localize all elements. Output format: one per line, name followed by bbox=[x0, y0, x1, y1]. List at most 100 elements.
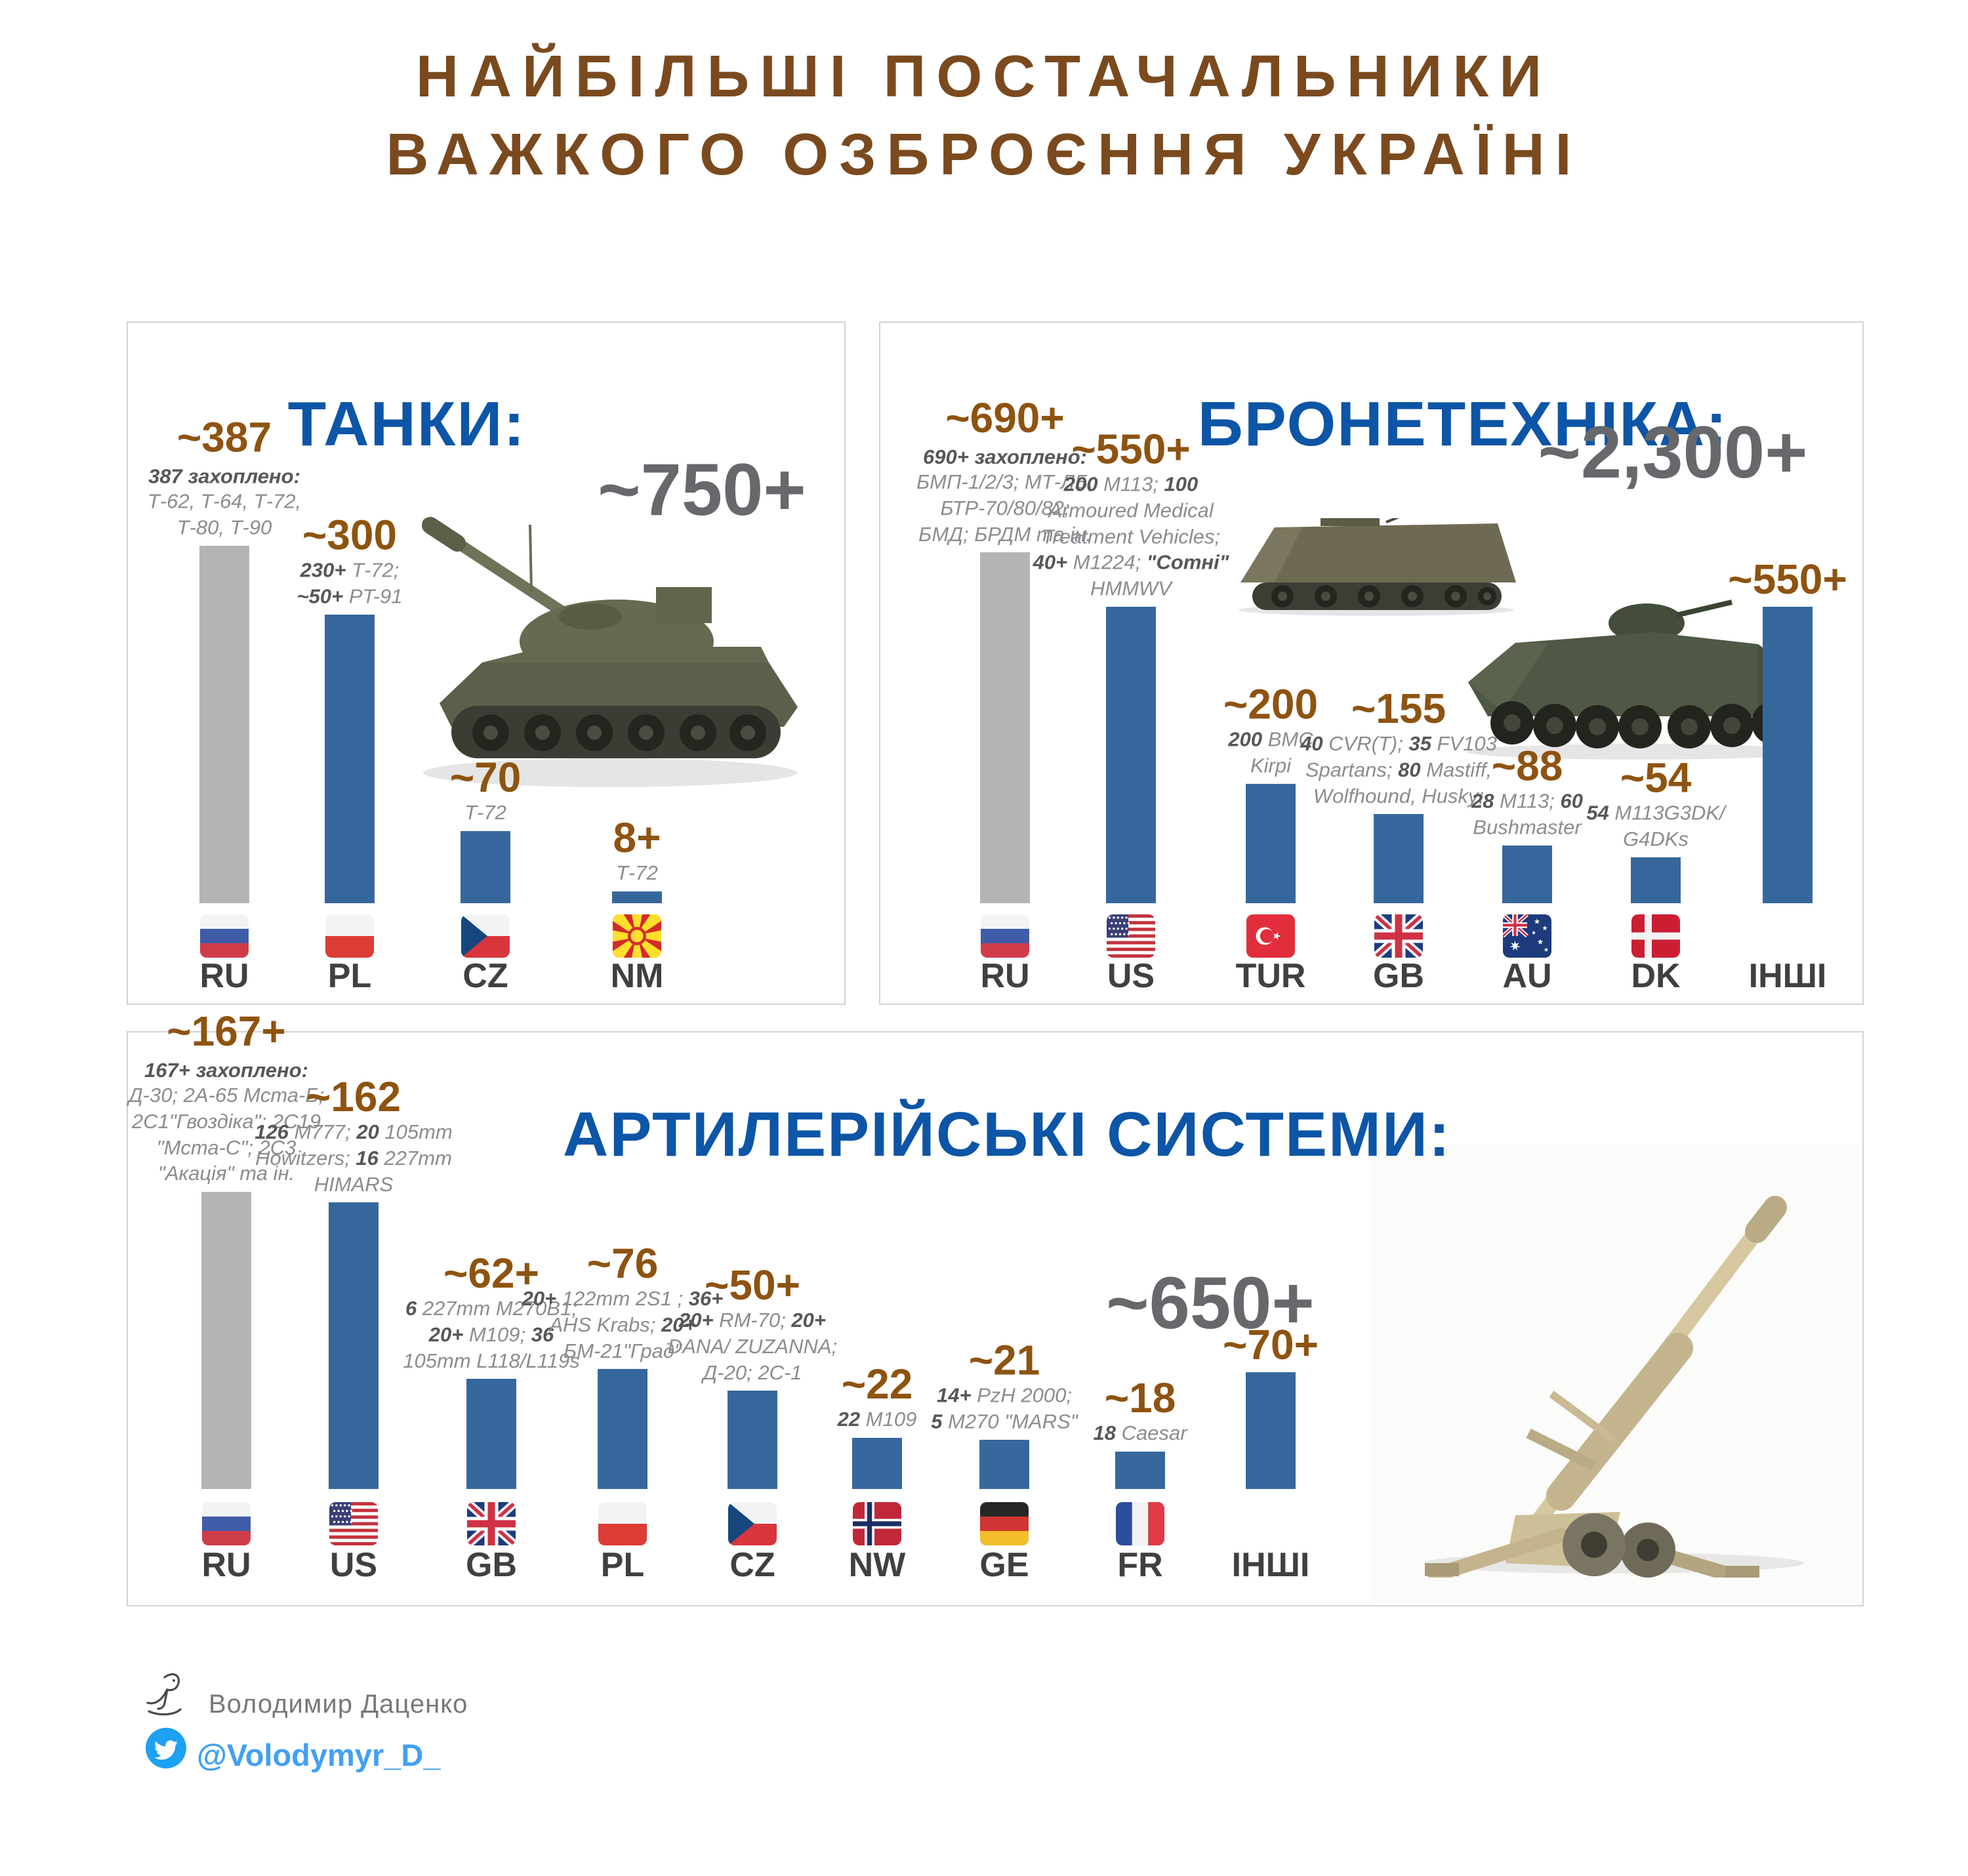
tur-flag-icon bbox=[1246, 914, 1295, 958]
value-label-artillery-GE: ~21 bbox=[968, 1336, 1040, 1384]
value-label-armor-DK: ~54 bbox=[1620, 754, 1692, 802]
equipment-note-artillery-GB: 6 227mm M270B1; 20+ M109; 36 105mm L118/… bbox=[403, 1296, 580, 1372]
tanks-total: ~750+ bbox=[598, 449, 806, 531]
value-label-artillery-CZ: ~50+ bbox=[705, 1261, 800, 1309]
equipment-note-artillery-NW: 22 M109 bbox=[837, 1408, 917, 1431]
bar-armor-RU bbox=[980, 552, 1030, 903]
pl-flag-icon bbox=[325, 914, 374, 958]
ru-flag-icon bbox=[981, 914, 1029, 958]
annotation-tanks-NM: 8+ Т-72 bbox=[519, 814, 755, 886]
bar-artillery-GE bbox=[979, 1440, 1029, 1489]
bar-artillery-RU bbox=[201, 1192, 251, 1489]
country-label-artillery-PL: PL bbox=[600, 1546, 645, 1584]
equipment-note-tanks-CZ: Т-72 bbox=[464, 801, 506, 825]
country-label-artillery-RU: RU bbox=[201, 1546, 251, 1584]
country-label-artillery-GB: GB bbox=[466, 1546, 517, 1584]
value-label-armor-TUR: ~200 bbox=[1223, 680, 1319, 728]
country-label-artillery-GE: GE bbox=[979, 1546, 1029, 1584]
bar-artillery-PL bbox=[598, 1369, 647, 1489]
annotation-artillery-US: ~162 126 M777; 20 105mm Howitzers; 16 227… bbox=[236, 1072, 472, 1197]
value-label-artillery-PL: ~76 bbox=[586, 1239, 659, 1287]
bar-armor-ІНШІ bbox=[1763, 607, 1813, 903]
country-label-armor-ІНШІ: ІНШІ bbox=[1748, 957, 1827, 995]
country-label-tanks-NM: NM bbox=[610, 957, 664, 995]
bar-tanks-NM bbox=[612, 891, 662, 903]
country-label-tanks-RU: RU bbox=[199, 957, 249, 995]
title-line-1: НАЙБІЛЬШІ ПОСТАЧАЛЬНИКИ bbox=[415, 44, 1553, 110]
country-label-armor-RU: RU bbox=[980, 957, 1030, 995]
nw-flag-icon bbox=[853, 1502, 901, 1545]
apc-m113-illustration bbox=[1239, 518, 1516, 616]
equipment-note-armor-DK: 54 M113G3DK/ G4DKs bbox=[1586, 801, 1725, 851]
value-label-artillery-ІНШІ: ~70+ bbox=[1223, 1320, 1319, 1368]
annotation-armor-TUR: ~200 200 BMC Kirpi bbox=[1153, 682, 1389, 779]
country-label-artillery-NW: NW bbox=[848, 1546, 906, 1584]
country-label-artillery-FR: FR bbox=[1117, 1546, 1163, 1584]
bar-artillery-NW bbox=[852, 1438, 902, 1489]
tanks-header: ТАНКИ: bbox=[287, 388, 526, 459]
bar-artillery-GB bbox=[466, 1379, 516, 1489]
bar-artillery-US bbox=[329, 1202, 379, 1489]
annotation-armor-RU: ~690+ 690+ захоплено: БМП-1/2/3; МТ-ЛБ; БТ… bbox=[887, 396, 1123, 547]
value-label-tanks-NM: 8+ bbox=[613, 814, 661, 862]
annotation-artillery-NW: ~22 22 M109 bbox=[759, 1362, 995, 1433]
dk-flag-icon bbox=[1631, 914, 1680, 958]
country-label-armor-AU: AU bbox=[1502, 957, 1552, 995]
annotation-artillery-ІНШІ: ~70+ bbox=[1153, 1320, 1389, 1368]
annotation-tanks-RU: ~387 387 захоплено: Т-62, Т-64, Т-72, Т-80… bbox=[106, 415, 342, 540]
bar-armor-DK bbox=[1631, 857, 1681, 903]
bar-tanks-PL bbox=[325, 615, 375, 903]
tank-illustration bbox=[422, 517, 798, 787]
twitter-handle: @Volodymyr_D_ bbox=[197, 1738, 441, 1772]
annotation-armor-US: ~550+ 200 М113; 100 Armoured Medical Trea… bbox=[1013, 427, 1249, 602]
annotation-tanks-CZ: ~70 Т-72 bbox=[367, 755, 604, 826]
author-logo bbox=[146, 1673, 182, 1716]
annotation-artillery-CZ: ~50+ 20+ RM-70; 20+ DANA/ ZUZANNA; Д-20; … bbox=[634, 1263, 871, 1385]
armored-header: БРОНЕТЕХНІКА: bbox=[1197, 388, 1729, 459]
value-label-tanks-PL: ~300 bbox=[302, 511, 398, 559]
country-label-artillery-CZ: CZ bbox=[729, 1546, 775, 1584]
country-label-tanks-CZ: CZ bbox=[462, 957, 508, 995]
title-line-2: ВАЖКОГО ОЗБРОЄННЯ УКРАЇНІ bbox=[386, 121, 1582, 188]
ge-flag-icon bbox=[980, 1502, 1029, 1545]
captured-note-tanks-RU: 387 захоплено: bbox=[148, 464, 300, 488]
author-name: Володимир Даценко bbox=[209, 1690, 468, 1719]
bar-tanks-RU bbox=[199, 546, 249, 903]
bar-armor-US bbox=[1106, 607, 1156, 903]
equipment-note-artillery-GE: 14+ PzH 2000; 5 M270 "MARS" bbox=[931, 1383, 1078, 1433]
value-label-armor-GB: ~155 bbox=[1351, 684, 1446, 732]
value-label-armor-ІНШІ: ~550+ bbox=[1728, 555, 1847, 603]
value-label-artillery-GB: ~62+ bbox=[443, 1249, 539, 1297]
annotation-armor-GB: ~155 40 CVR(T); 35 FV103 Spartans; 80 Mas… bbox=[1281, 684, 1517, 809]
bar-armor-GB bbox=[1374, 814, 1424, 903]
annotation-artillery-GE: ~21 14+ PzH 2000; 5 M270 "MARS" bbox=[886, 1338, 1122, 1435]
value-label-tanks-RU: ~387 bbox=[176, 413, 272, 461]
value-label-artillery-US: ~162 bbox=[306, 1072, 401, 1120]
equipment-note-armor-AU: 28 M113; 60 Bushmaster bbox=[1471, 789, 1584, 839]
gb-flag-icon bbox=[467, 1502, 516, 1545]
annotation-tanks-PL: ~300 230+ Т-72; ~50+ PT-91 bbox=[232, 513, 468, 609]
equipment-note-armor-TUR: 200 BMC Kirpi bbox=[1228, 727, 1313, 777]
captured-note-artillery-RU: 167+ захоплено: bbox=[144, 1059, 308, 1082]
country-label-armor-DK: DK bbox=[1631, 957, 1681, 995]
bar-artillery-FR bbox=[1115, 1452, 1165, 1489]
twitter-icon bbox=[146, 1728, 186, 1768]
gb-flag-icon bbox=[1374, 914, 1423, 958]
equipment-note-artillery-US: 126 M777; 20 105mm Howitzers; 16 227mm H… bbox=[255, 1120, 453, 1196]
captured-note-armor-RU: 690+ захоплено: bbox=[923, 445, 1087, 468]
pl-flag-icon bbox=[598, 1502, 647, 1545]
equipment-note-armor-RU: БМП-1/2/3; МТ-ЛБ; БТР-70/80/82; БМД; БРД… bbox=[916, 470, 1094, 546]
fr-flag-icon bbox=[1116, 1502, 1164, 1545]
page-title: НАЙБІЛЬШІ ПОСТАЧАЛЬНИКИ ВАЖКОГО ОЗБРОЄНН… bbox=[0, 38, 1968, 194]
ru-flag-icon bbox=[200, 914, 249, 958]
value-label-armor-US: ~550+ bbox=[1071, 425, 1191, 473]
annotation-artillery-GB: ~62+ 6 227mm M270B1; 20+ M109; 36 105mm L… bbox=[373, 1249, 609, 1374]
annotation-armor-DK: ~54 54 M113G3DK/ G4DKs bbox=[1538, 756, 1774, 852]
equipment-note-artillery-FR: 18 Caesar bbox=[1093, 1421, 1187, 1445]
value-label-artillery-FR: ~18 bbox=[1104, 1374, 1176, 1422]
country-label-artillery-US: US bbox=[329, 1546, 378, 1584]
artillery-total: ~650+ bbox=[1106, 1262, 1315, 1344]
equipment-note-artillery-PL: 20+ 122mm 2S1 ; 36+ AHS Krabs; 20+ БМ-21… bbox=[522, 1286, 724, 1362]
equipment-note-tanks-RU: Т-62, Т-64, Т-72, Т-80, Т-90 bbox=[147, 489, 302, 539]
